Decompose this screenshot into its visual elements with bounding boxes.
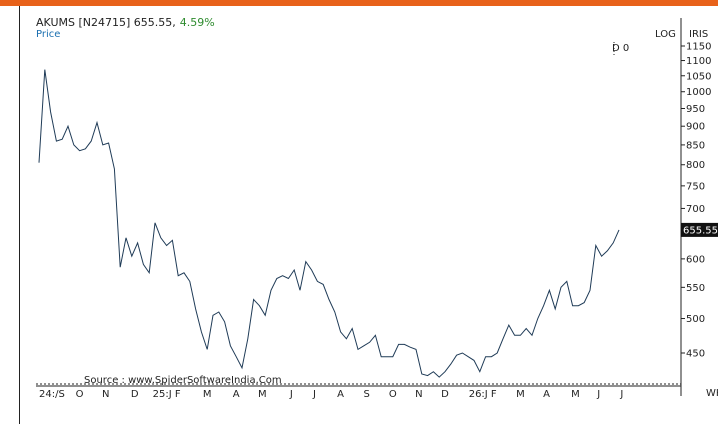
y-tick-label: 1000 bbox=[686, 87, 711, 98]
y-tick-label: 750 bbox=[686, 181, 705, 192]
x-tick-label: N bbox=[415, 389, 422, 400]
y-tick-label: 1100 bbox=[686, 56, 711, 67]
x-tick-label: 24:/S bbox=[39, 389, 65, 400]
y-tick-label: 500 bbox=[686, 314, 705, 325]
d0-label: D 0 bbox=[612, 43, 630, 54]
y-tick-label: 850 bbox=[686, 140, 705, 151]
y-tick-label: 950 bbox=[686, 104, 705, 115]
y-tick-label: 700 bbox=[686, 204, 705, 215]
x-tick-label: O bbox=[389, 389, 397, 400]
x-tick-label: A bbox=[543, 389, 550, 400]
x-tick-label: J bbox=[312, 389, 316, 400]
log-scale-toggle[interactable]: LOG bbox=[655, 29, 676, 40]
x-tick-label: D bbox=[131, 389, 139, 400]
period-label: WK bbox=[706, 388, 718, 399]
x-tick-label: D bbox=[441, 389, 449, 400]
x-tick-label: A bbox=[337, 389, 344, 400]
chart-frame bbox=[19, 6, 718, 424]
x-tick-label: M bbox=[203, 389, 212, 400]
x-tick-label: A bbox=[233, 389, 240, 400]
price-series-line bbox=[38, 69, 620, 378]
x-tick-label: M bbox=[516, 389, 525, 400]
x-tick-label: S bbox=[364, 389, 370, 400]
x-tick-label: O bbox=[76, 389, 84, 400]
y-tick-label: 900 bbox=[686, 122, 705, 133]
ticker-name: AKUMS [N24715] bbox=[36, 16, 131, 29]
x-tick-label: N bbox=[102, 389, 109, 400]
x-tick-label: J bbox=[619, 389, 623, 400]
y-tick-label: 800 bbox=[686, 160, 705, 171]
iris-label: IRIS bbox=[689, 29, 709, 40]
ticker-header: AKUMS [N24715] 655.55, 4.59% bbox=[36, 16, 215, 29]
chart-subtitle: Price bbox=[36, 29, 61, 40]
current-price-label: 655.55 bbox=[683, 225, 718, 236]
ticker-price: 655.55, bbox=[133, 16, 176, 29]
y-tick-label: 450 bbox=[686, 349, 705, 360]
x-tick-label: M bbox=[571, 389, 580, 400]
x-tick-label: 25:J F bbox=[153, 389, 181, 400]
x-tick-label: 26:J F bbox=[469, 389, 497, 400]
y-tick-label: 600 bbox=[686, 254, 705, 265]
y-tick-label: 1050 bbox=[686, 71, 711, 82]
y-tick-label: 550 bbox=[686, 283, 705, 294]
top-accent-bar bbox=[0, 0, 718, 6]
x-tick-label: M bbox=[258, 389, 267, 400]
y-tick-label: 1150 bbox=[686, 42, 711, 53]
x-tick-label: J bbox=[289, 389, 293, 400]
source-credit: Source : www.SpiderSoftwareIndia.Com bbox=[84, 375, 282, 386]
current-price-box bbox=[681, 222, 718, 237]
x-tick-label: J bbox=[596, 389, 600, 400]
ticker-change: 4.59% bbox=[179, 16, 215, 29]
